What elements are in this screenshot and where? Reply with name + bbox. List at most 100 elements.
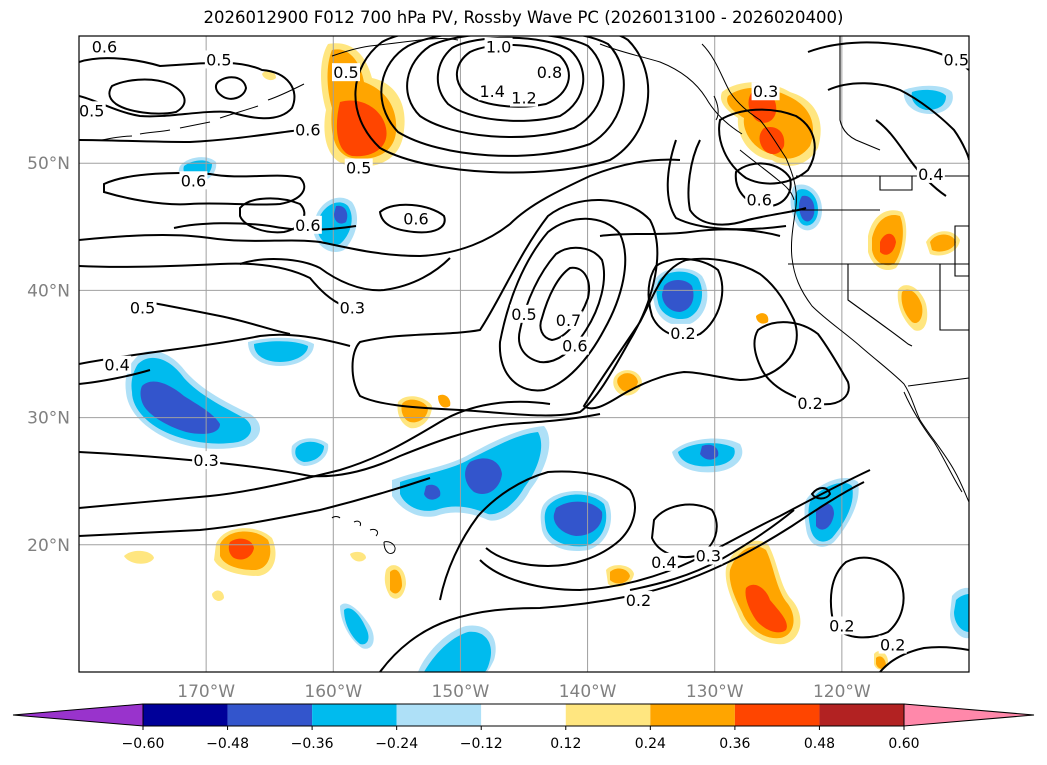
- contour-label-background: [478, 82, 507, 101]
- negative-anomaly-region: [295, 441, 324, 462]
- contour-label: 0.2: [829, 616, 854, 635]
- negative-anomaly-region: [424, 631, 492, 672]
- positive-anomaly-region: [880, 233, 896, 255]
- negative-anomaly-region: [662, 280, 694, 312]
- positive-anomaly-region: [350, 551, 366, 562]
- colorbar: −0.60 −0.48 −0.36 −0.24 −0.12 0.12 0.24 0.36 0.4…: [12, 703, 1035, 752]
- pv-contour-line: [406, 36, 605, 139]
- colorbar-tick-label: −0.24: [375, 736, 418, 752]
- contour-label: 0.5: [944, 50, 969, 69]
- contour-label-background: [90, 37, 119, 56]
- negative-anomaly-region: [344, 608, 369, 645]
- positive-anomaly-region: [756, 313, 769, 324]
- pv-contour-line: [79, 369, 151, 385]
- positive-anomaly-region: [610, 568, 630, 584]
- colorbar-segment: [481, 704, 566, 726]
- contour-label: 0.3: [696, 547, 721, 566]
- contour-label-background: [79, 101, 106, 120]
- contour-label: 0.5: [79, 101, 104, 120]
- contour-label-background: [668, 323, 697, 342]
- shading-layer: [124, 43, 969, 672]
- colorbar-tick-label: 0.24: [635, 736, 666, 752]
- longitude-tick-label: 130°W: [686, 682, 744, 702]
- pv-contour-line: [650, 503, 718, 558]
- colorbar-tick-label: −0.12: [460, 736, 503, 752]
- pv-contour-line: [687, 139, 807, 226]
- colorbar-segment: [565, 704, 651, 726]
- contour-label: 0.8: [537, 63, 562, 82]
- contour-label: 0.6: [403, 209, 428, 228]
- colorbar-segment: [227, 704, 313, 726]
- pv-contour-line: [734, 162, 792, 208]
- contour-label-background: [401, 209, 430, 228]
- pv-contour-line: [455, 44, 570, 108]
- contour-label-background: [344, 158, 373, 177]
- colorbar-segment: [143, 704, 228, 726]
- negative-anomaly-region: [465, 458, 502, 494]
- contour-label: 0.7: [556, 311, 581, 330]
- contour-label-background: [942, 50, 969, 69]
- pv-contour-line: [108, 78, 186, 115]
- pv-contour-line: [79, 413, 601, 478]
- contour-label-background: [827, 616, 856, 635]
- pv-contour-line: [539, 266, 590, 342]
- positive-anomaly-region: [228, 538, 254, 560]
- political-borders: [788, 36, 969, 387]
- pv-contour-line: [666, 139, 787, 231]
- colorbar-tick-label: 0.12: [550, 736, 581, 752]
- contour-label: 1.0: [486, 38, 511, 57]
- longitude-tick-labels: 170°W 160°W 150°W 140°W 130°W 120°W: [177, 682, 871, 702]
- border-ca-nv: [879, 176, 913, 191]
- contour-label: 0.6: [181, 171, 206, 190]
- map-title: 2026012900 F012 700 hPa PV, Rossby Wave …: [203, 8, 844, 27]
- positive-anomaly-region: [212, 590, 224, 601]
- longitude-tick-label: 120°W: [813, 682, 871, 702]
- longitude-tick-label: 170°W: [177, 682, 235, 702]
- pv-contour-line: [135, 299, 291, 335]
- pv-contour-line: [810, 487, 832, 500]
- positive-anomaly-region: [438, 394, 451, 408]
- positive-anomaly-region: [745, 584, 787, 633]
- negative-anomaly-region: [816, 503, 834, 530]
- contour-label-background: [649, 552, 678, 571]
- positive-anomaly-region: [727, 87, 814, 159]
- pv-contour-line: [518, 246, 606, 364]
- pv-contour-line: [239, 257, 451, 292]
- negative-anomaly-region: [334, 205, 348, 224]
- pv-contour-line: [829, 556, 905, 639]
- map-content: 0.6 0.5 0.5 1.0 0.8 1.4 1.2 0.5 0.6 0.5 0.6 0.6 0.6 0…: [79, 36, 969, 672]
- coastline-baja: [903, 391, 963, 493]
- contour-label: 0.5: [333, 63, 358, 82]
- contour-label-background: [332, 63, 360, 82]
- positive-anomaly-region: [617, 373, 638, 392]
- negative-anomaly-region: [799, 195, 815, 222]
- positive-anomaly-region: [901, 289, 923, 324]
- positive-anomaly-region: [930, 234, 956, 252]
- contour-label: 0.5: [346, 159, 371, 178]
- colorbar-segment: [650, 704, 735, 726]
- pv-contour-line: [79, 400, 551, 509]
- pv-contour-line: [479, 469, 871, 592]
- contour-label-background: [484, 37, 513, 56]
- positive-anomaly-region: [124, 550, 154, 564]
- colorbar-extend-max: [903, 703, 1035, 727]
- latitude-tick-label: 40°N: [27, 281, 70, 301]
- negative-anomaly-region: [911, 89, 946, 110]
- contour-label-background: [535, 63, 564, 82]
- contour-label-background: [338, 298, 367, 317]
- contour-label-background: [745, 190, 774, 209]
- pv-contour-line: [827, 82, 969, 161]
- longitude-tick-label: 140°W: [559, 682, 617, 702]
- contour-label: 0.2: [797, 394, 822, 413]
- longitude-tick-label: 160°W: [304, 682, 362, 702]
- pv-contour-line: [498, 217, 627, 392]
- map-gridlines: [79, 36, 969, 672]
- contour-label: 0.5: [206, 50, 231, 69]
- contour-label: 0.3: [753, 82, 778, 101]
- colorbar-segment: [734, 704, 820, 726]
- contour-label-background: [796, 393, 825, 412]
- contour-label: 0.5: [130, 298, 155, 317]
- contour-label: 0.2: [880, 636, 905, 655]
- contour-label-background: [560, 336, 589, 355]
- pv-contour-line: [875, 119, 947, 197]
